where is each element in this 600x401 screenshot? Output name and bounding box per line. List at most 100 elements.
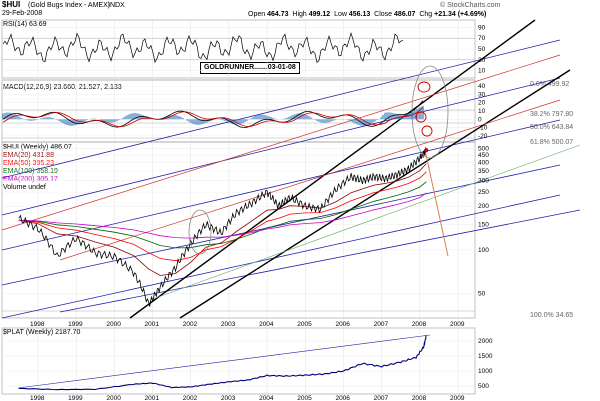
channel-line [1,54,561,231]
close-label: Close [374,11,393,18]
oval-red-top [417,81,431,93]
rsi-y-tick: 70 [478,35,486,42]
macd-y-tick: -20 [478,133,488,140]
ema200-line [18,192,427,239]
close-value: 486.07 [394,11,416,18]
ema20-line [18,163,427,276]
rsi-legend: RSI(14) 63.69 [3,21,47,28]
macd-signal-line [2,107,424,128]
x-tick-label-price: 2003 [221,321,236,328]
high-label: High [292,11,307,18]
x-tick-label-price: 2004 [259,321,274,328]
rsi-y-tick: 50 [478,46,486,53]
projection-line [424,149,449,257]
x-tick-label-price: 1998 [30,321,45,328]
plat-y-tick: 1000 [478,368,493,375]
x-tick-label-price: 2007 [374,321,389,328]
price-legend-hui: $HUI (Weekly) 486.07 [3,144,72,151]
price-legend-ema200: EMA(200) 305.17 [3,176,58,183]
price-y-tick: 400 [478,160,489,167]
oval-red-mid [415,111,427,123]
open-value: 464.73 [267,11,289,18]
goldrunner-annotation: GOLDRUNNER.......03-01-08 [200,62,300,74]
price-y-tick: 500 [478,145,489,152]
channel-line [59,99,561,261]
macd-y-tick: 20 [478,100,486,107]
x-tick-label-price: 2005 [297,321,312,328]
x-tick-label-plat: 2003 [221,395,236,401]
price-y-tick: 100 [478,247,489,254]
x-tick-label-price: 1999 [68,321,83,328]
chg-value: +21.34 (+4.69%) [434,11,487,18]
x-tick-label-plat: 2006 [335,395,350,401]
x-tick-label-plat: 1999 [68,395,83,401]
price-y-tick: 150 [478,221,489,228]
channel-line [1,77,561,216]
quote-line: Open 464.73 High 499.12 Low 456.13 Close… [248,11,486,19]
x-tick-label-plat: 2000 [106,395,121,401]
plat-price-line [18,334,427,391]
rsi-y-tick: 10 [478,68,486,75]
rsi-series [2,31,404,64]
x-tick-label-plat: 2009 [450,395,465,401]
symbol: $HUI [2,0,21,9]
macd-series [2,100,424,128]
chart-date: 29-Feb-2008 [2,10,43,17]
open-label: Open [248,11,266,18]
price-legend-ema50: EMA(50) 395.23 [3,160,54,167]
channel-line [1,119,561,251]
macd-y-tick: 10 [478,108,486,115]
price-y-tick: 200 [478,203,489,210]
channel-line [129,19,536,319]
ema100-line [18,181,427,249]
rsi-line [2,31,404,64]
index-name: (Gold Bugs Index - AMEX) [28,2,111,9]
fib-618: 61.8% 500.07 [530,139,574,146]
ema50-line [18,171,427,262]
trend-channels [1,19,581,319]
oval-2008 [411,65,449,159]
macd-legend: MACD(12,26,9) 23.660, 21.527, 2.133 [3,84,122,91]
price-panel [1,141,476,319]
index-suffix: INDX [108,2,125,9]
channel-line [149,144,581,301]
x-tick-label-price: 2002 [183,321,198,328]
price-series [18,147,429,307]
macd-y-tick: -10 [478,125,488,132]
price-y-tick: 50 [478,291,486,298]
last-price-marker [424,148,429,153]
grid-lines [2,20,475,394]
x-tick-label-price: 2008 [412,321,427,328]
channel-line [1,194,561,319]
x-tick-label-plat: 2008 [412,395,427,401]
macd-y-tick: 0 [478,116,482,123]
x-tick-label-plat: 2007 [374,395,389,401]
channel-line [1,39,561,179]
price-y-tick: 300 [478,178,489,185]
price-y-tick: 250 [478,189,489,196]
x-tick-label-price: 2009 [450,321,465,328]
macd-y-tick: 40 [478,83,486,90]
x-tick-label-plat: 2001 [145,395,160,401]
x-tick-label-plat: 1998 [30,395,45,401]
x-tick-label-plat: 2002 [183,395,198,401]
channel-line [179,69,571,319]
fib-100: 100.0% 34.65 [530,312,574,319]
x-tick-label-price: 2001 [145,321,160,328]
low-label: Low [334,11,347,18]
x-tick-label-plat: 2005 [297,395,312,401]
chg-label: Chg [419,11,433,18]
rsi-y-tick: 30 [478,57,486,64]
hui-price-line [18,147,427,307]
plat-y-tick: 1500 [478,353,493,360]
plat-series [17,334,431,391]
brand-watermark: © StockCharts.com [440,2,501,9]
high-value: 499.12 [308,11,331,18]
highlight-ovals [188,65,449,255]
x-tick-label-price: 2006 [335,321,350,328]
fib-50: 50.0% 643.84 [530,124,574,131]
price-legend-ema100: EMA(100) 358.19 [3,168,58,175]
fib-0: 0.0% 499.92 [530,81,570,88]
macd-line [2,100,424,128]
